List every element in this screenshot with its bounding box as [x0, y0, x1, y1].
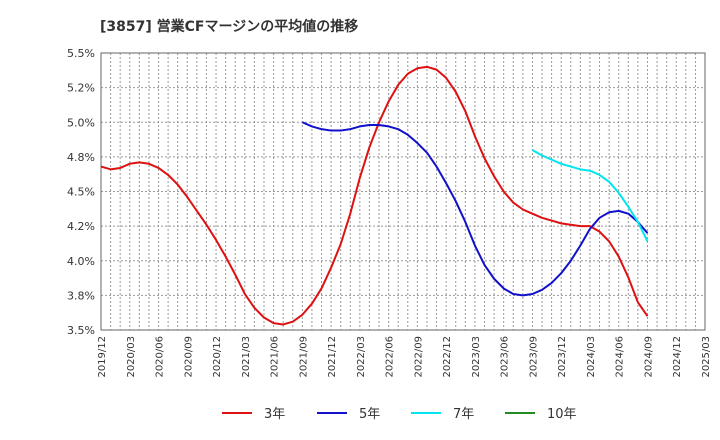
x-tick-label: 2020/03 — [126, 336, 137, 378]
legend-label-0: 3年 — [264, 407, 285, 422]
series-lines — [100, 65, 649, 326]
x-tick-label: 2022/12 — [442, 336, 453, 378]
x-tick-label: 2021/06 — [270, 336, 281, 378]
x-tick-label: 2022/09 — [413, 336, 424, 378]
x-tick-label: 2022/03 — [356, 336, 367, 378]
x-tick-label: 2023/12 — [557, 336, 568, 378]
x-tick-label: 2023/09 — [528, 336, 539, 378]
x-tick-label: 2025/03 — [701, 336, 712, 378]
y-tick-label: 4.5% — [67, 186, 95, 199]
grid — [100, 52, 706, 331]
series-line-0 — [100, 65, 649, 326]
x-tick-label: 2022/06 — [385, 336, 396, 378]
x-axis: 2019/12 2020/03 2020/06 2020/09 2020/12 2021/… — [97, 336, 712, 378]
y-tick-label: 5.0% — [67, 116, 95, 129]
y-tick-label: 4.8% — [67, 151, 95, 164]
x-tick-label: 2020/09 — [183, 336, 194, 378]
legend: 3年 5年 7年 10年 — [222, 407, 577, 422]
x-tick-label: 2020/12 — [212, 336, 223, 378]
legend-label-1: 5年 — [359, 407, 380, 422]
series-line-2 — [531, 149, 649, 242]
y-tick-label: 5.2% — [67, 82, 95, 95]
x-tick-label: 2021/03 — [241, 336, 252, 378]
series-line-1 — [301, 121, 649, 297]
y-tick-label: 4.0% — [67, 255, 95, 268]
chart-title: [3857] 営業CFマージンの平均値の推移 — [100, 18, 358, 35]
x-tick-label: 2019/12 — [97, 336, 108, 378]
legend-label-3: 10年 — [547, 407, 577, 422]
x-tick-label: 2024/09 — [643, 336, 654, 378]
y-tick-label: 3.5% — [67, 324, 95, 337]
legend-label-2: 7年 — [453, 407, 474, 422]
y-axis: 5.5% 5.2% 5.0% 4.8% 4.5% 4.2% 4.0% 3.8% 3.5% — [67, 47, 95, 337]
y-tick-label: 5.5% — [67, 47, 95, 60]
x-tick-label: 2024/03 — [586, 336, 597, 378]
y-tick-label: 4.2% — [67, 220, 95, 233]
plot-border — [100, 52, 706, 331]
x-tick-label: 2020/06 — [155, 336, 166, 378]
x-tick-label: 2021/09 — [298, 336, 309, 378]
x-tick-label: 2023/03 — [471, 336, 482, 378]
x-tick-label: 2021/12 — [327, 336, 338, 378]
x-tick-label: 2024/06 — [615, 336, 626, 378]
x-tick-label: 2024/12 — [672, 336, 683, 378]
x-tick-label: 2023/06 — [500, 336, 511, 378]
y-tick-label: 3.8% — [67, 289, 95, 302]
